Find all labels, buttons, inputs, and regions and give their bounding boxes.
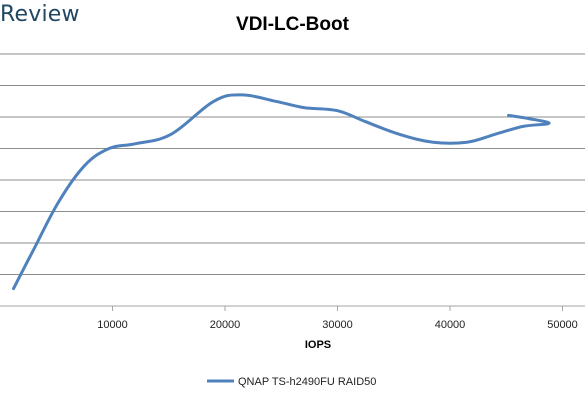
x-axis: 10000 20000 30000 40000 50000 (97, 306, 578, 331)
legend: QNAP TS-h2490FU RAID50 (207, 376, 376, 388)
series-layer (12, 93, 551, 291)
x-tick-label: 20000 (210, 319, 241, 331)
x-tick-label: 10000 (97, 319, 128, 331)
gridlines (0, 53, 585, 307)
x-tick-label: 50000 (547, 319, 578, 331)
brand-logo: Review (0, 2, 80, 27)
x-tick-label: 30000 (322, 319, 353, 331)
chart-title: VDI-LC-Boot (236, 14, 349, 35)
x-axis-label: IOPS (305, 339, 331, 351)
series-line (12, 93, 551, 291)
legend-label: QNAP TS-h2490FU RAID50 (238, 376, 376, 388)
x-tick-label: 40000 (435, 319, 466, 331)
